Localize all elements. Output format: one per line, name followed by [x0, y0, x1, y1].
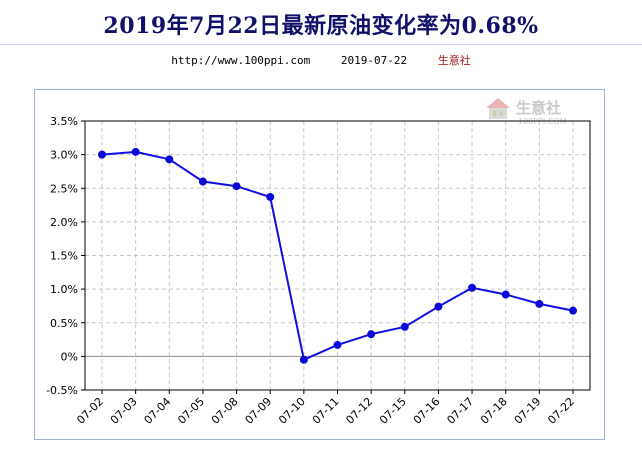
x-tick-label: 07-05 — [175, 395, 207, 427]
x-tick-label: 07-04 — [142, 395, 174, 427]
y-tick-label: 3.5% — [50, 115, 78, 128]
page-title: 2019年7月22日最新原油变化率为0.68% — [103, 13, 539, 39]
x-tick-label: 07-18 — [478, 395, 510, 427]
y-tick-label: -0.5% — [46, 384, 78, 397]
y-tick-label: 3.0% — [50, 149, 78, 162]
series-points — [98, 147, 577, 364]
x-tick-label: 07-09 — [243, 395, 275, 427]
y-tick-label: 2.5% — [50, 182, 78, 195]
data-point — [266, 192, 275, 201]
x-tick-label: 07-19 — [512, 395, 544, 427]
watermark-logo: 生意社 100PPI.COM — [486, 98, 567, 126]
plot-border — [84, 120, 591, 391]
x-tick-label: 07-11 — [310, 395, 342, 427]
brand-link[interactable]: 生意社 — [437, 54, 471, 67]
y-tick-label: 1.0% — [50, 283, 78, 296]
grid — [85, 120, 590, 390]
source-url[interactable]: http://www.100ppi.com — [171, 54, 311, 67]
house-icon — [486, 98, 510, 119]
data-point — [98, 150, 106, 159]
axes — [81, 120, 591, 394]
data-point — [501, 290, 510, 299]
title-divider — [0, 44, 642, 45]
y-tick-label: 0.5% — [50, 317, 78, 330]
data-point — [299, 355, 308, 364]
data-point — [569, 306, 577, 315]
y-tick-labels: -0.5% 0% 0.5% 1.0% 1.5% 2.0% 2.5% 3.0% 3.5% — [46, 115, 78, 397]
report-date: 2019-07-22 — [340, 54, 408, 67]
data-point — [367, 330, 376, 339]
y-tick-label: 2.0% — [50, 216, 78, 229]
data-point — [333, 340, 342, 349]
x-tick-label: 07-15 — [377, 395, 409, 427]
x-tick-label: 07-17 — [444, 395, 476, 427]
x-tick-label: 07-22 — [545, 395, 577, 427]
y-tick-label: 0% — [61, 350, 78, 363]
data-point — [434, 302, 443, 311]
chart-frame — [34, 89, 605, 440]
data-point — [131, 147, 140, 156]
data-point — [232, 182, 241, 191]
data-point — [400, 322, 409, 331]
x-tick-labels: 07-02 07-03 07-04 07-05 07-08 07-09 07-10 07-11… — [74, 395, 577, 427]
data-point — [198, 177, 207, 186]
x-tick-label: 07-02 — [74, 395, 106, 427]
x-tick-label: 07-12 — [343, 395, 375, 427]
x-tick-label: 07-16 — [411, 395, 443, 427]
data-point — [468, 283, 477, 292]
watermark-name: 生意社 — [516, 99, 561, 117]
meta-line: http://www.100ppi.com 2019-07-22 生意社 — [0, 52, 642, 68]
x-tick-label: 07-03 — [108, 395, 140, 427]
data-point — [535, 299, 544, 308]
x-tick-label: 07-10 — [276, 395, 308, 427]
y-tick-label: 1.5% — [50, 250, 78, 263]
x-tick-label: 07-08 — [209, 395, 241, 427]
data-point — [165, 155, 174, 164]
